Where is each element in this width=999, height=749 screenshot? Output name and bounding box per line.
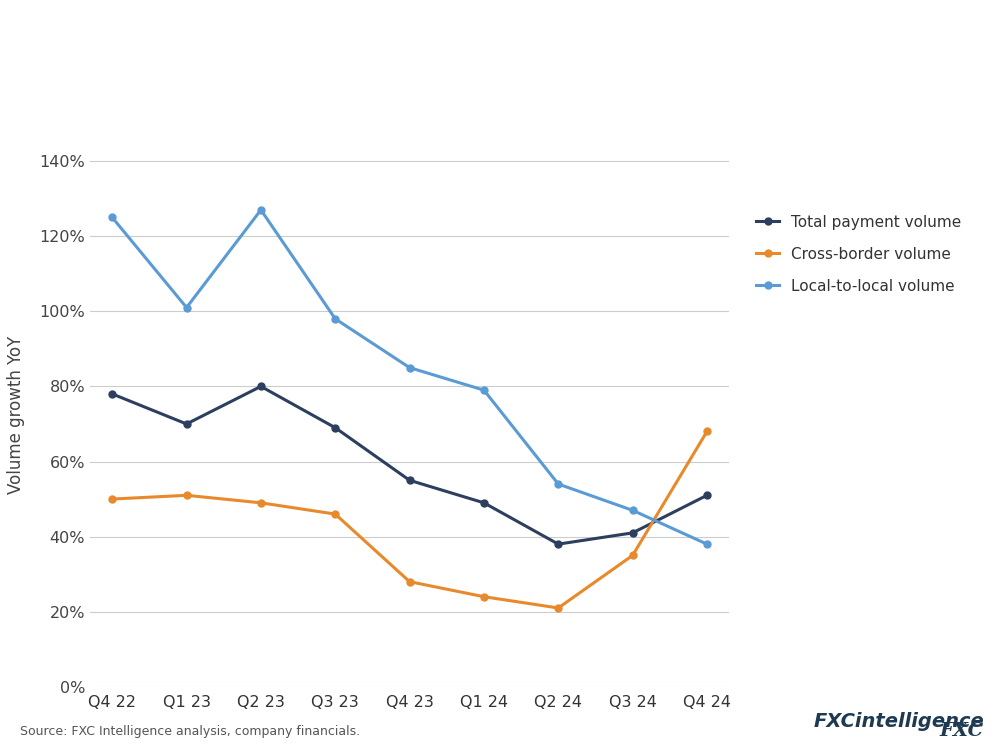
Text: dLocal’s cross-border volume growth surges in Q4 2024: dLocal’s cross-border volume growth surg… — [18, 28, 849, 54]
Text: dLocal quarterly YoY volume growth split by type, 2022-2024: dLocal quarterly YoY volume growth split… — [18, 91, 550, 109]
Y-axis label: Volume growth YoY: Volume growth YoY — [7, 336, 25, 494]
Text: FXC: FXC — [940, 722, 984, 740]
Text: Source: FXC Intelligence analysis, company financials.: Source: FXC Intelligence analysis, compa… — [20, 725, 360, 738]
Legend: Total payment volume, Cross-border volume, Local-to-local volume: Total payment volume, Cross-border volum… — [756, 215, 961, 294]
Text: FXCintelligence: FXCintelligence — [813, 712, 984, 731]
